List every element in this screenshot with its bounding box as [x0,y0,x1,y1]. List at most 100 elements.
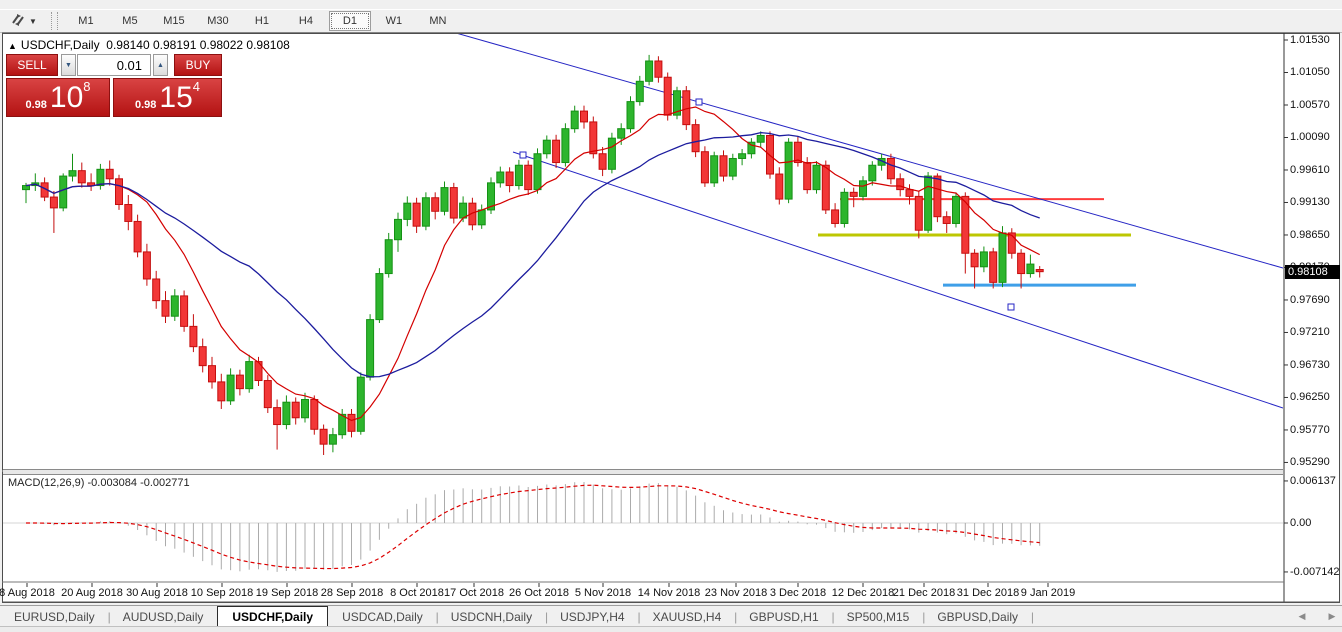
toolbar-gripper[interactable] [50,12,58,30]
candle-body [77,170,86,184]
timeframe-button-MN[interactable]: MN [429,15,447,27]
volume-decrease-button[interactable]: ▼ [61,54,76,76]
sell-price-big: 10 [49,81,84,114]
candle-body [886,157,895,180]
candle-body [645,60,654,82]
chart-panel[interactable] [2,33,1340,603]
macd-tick-label: -0.007142 [1290,565,1340,578]
channel-lower-trendline[interactable] [512,151,1283,409]
tab-separator: | [734,609,738,624]
macd-tick-label: 0.00 [1290,517,1312,529]
candle-body [914,195,923,231]
timeframe-button-D1[interactable]: D1 [328,11,371,31]
date-tick-label: 31 Dec 2018 [956,587,1020,599]
chart-tab-USDCHF-Daily[interactable]: USDCHF,Daily [217,606,329,627]
candle-body [421,197,430,227]
panel-splitter[interactable] [3,469,1283,475]
chart-tab-GBPUSD-H1[interactable]: GBPUSD,H1 | [749,609,835,624]
candle-body [793,141,802,164]
chart-tab-AUDUSD-Daily[interactable]: AUDUSD,Daily| [109,606,220,627]
date-tick-label: 26 Oct 2018 [509,587,569,599]
volume-input[interactable] [77,54,151,76]
volume-increase-button[interactable]: ▲ [153,54,168,76]
timeframe-buttons: M1 M5 M15 M30 H1 H4 D1 W1 MN [64,11,460,31]
price-tick-label: 0.96730 [1290,358,1330,371]
date-tick-label: 3 Dec 2018 [769,587,827,599]
candle-body [868,164,877,182]
candle-body [208,365,216,383]
chart-tab-SP500-M15[interactable]: SP500,M15 | [846,609,926,624]
timeframe-button-W1[interactable]: W1 [385,15,403,27]
chart-tab-USDCNH-Daily[interactable]: USDCNH,Daily | [450,609,549,624]
timeframe-button-M30[interactable]: M30 [207,15,229,27]
price-tick-label: 0.98650 [1290,228,1330,241]
chart-tab-bar: EURUSD,Daily|AUDUSD,Daily|USDCHF,Daily US… [0,605,1342,627]
tab-separator: | [107,609,111,624]
chart-tab-USDCAD-Daily[interactable]: USDCAD,Daily | [342,609,439,624]
date-tick-label: 14 Nov 2018 [637,587,701,599]
candle-body [924,175,933,231]
candle-body [133,220,142,253]
price-tick-label: 1.01050 [1290,66,1330,79]
timeframe-button-M1[interactable]: M1 [78,15,94,27]
tab-scroll-right-icon[interactable]: ▶ [1328,611,1336,621]
date-tick-label: 20 Aug 2018 [61,587,123,599]
trendline-handle[interactable] [1007,303,1015,311]
sell-button[interactable]: SELL [6,54,58,76]
candle-body [803,162,812,191]
timeframe-button-H4[interactable]: H4 [298,15,313,27]
price-chart-layer [22,33,1283,456]
chart-tab-GBPUSD-Daily[interactable]: GBPUSD,Daily | [937,609,1035,624]
candle-body [291,401,300,419]
tab-scroll-left-icon[interactable]: ◀ [1298,611,1306,621]
window-top-strip [0,0,1342,10]
trendline-handle[interactable] [695,98,703,106]
macd-indicator-label: MACD(12,26,9) -0.003084 -0.002771 [8,477,190,489]
candle-body [403,202,412,220]
buy-button[interactable]: BUY [174,54,222,76]
buy-price-pip: 4 [192,79,201,94]
price-tick-label: 0.96250 [1290,391,1330,404]
candle-body [710,155,719,184]
candle-body [477,209,486,226]
candle-body [449,187,458,219]
candle-body [784,141,793,200]
candle-body [496,171,505,184]
price-tick-label: 0.95770 [1290,423,1330,436]
price-tick-label: 0.97210 [1290,326,1330,339]
candle-body [96,168,105,187]
date-tick-label: 17 Oct 2018 [444,587,504,599]
candle-body [598,153,607,170]
chart-tab-USDJPY-H4[interactable]: USDJPY,H4 | [560,609,641,624]
candle-body [338,413,347,436]
candle-body [831,209,840,224]
macd-name: MACD(12,26,9) [8,477,85,489]
date-tick-label: 9 Jan 2019 [1020,587,1076,599]
candle-body [1007,232,1016,254]
candle-body [905,189,914,197]
chart-tab-XAUUSD-H4[interactable]: XAUUSD,H4 | [652,609,738,624]
date-tick-label: 28 Sep 2018 [320,587,384,599]
candle-body [273,407,282,426]
chart-tab-EURUSD-Daily[interactable]: EURUSD,Daily | [14,609,111,624]
candle-body [301,398,309,419]
trendline-handle[interactable] [519,151,527,159]
timeframe-button-H1[interactable]: H1 [254,15,269,27]
candle-body [617,128,626,139]
chart-mode-button[interactable]: ▼ [6,12,41,30]
timeframe-button-M15[interactable]: M15 [163,15,185,27]
sell-price-button[interactable]: 0.98 10 8 [6,78,110,117]
candle-body [691,124,700,153]
candle-body [570,110,579,130]
timeframe-button-M5[interactable]: M5 [122,15,138,27]
candle-body [347,413,356,432]
macd-layer [3,482,1283,572]
tab-separator: | [544,609,549,624]
channel-upper-trendline[interactable] [456,33,1283,269]
buy-price-button[interactable]: 0.98 15 4 [113,78,222,117]
candle-body [942,216,951,224]
candle-body [189,325,198,348]
candle-body [505,171,514,187]
candle-body [514,164,523,187]
